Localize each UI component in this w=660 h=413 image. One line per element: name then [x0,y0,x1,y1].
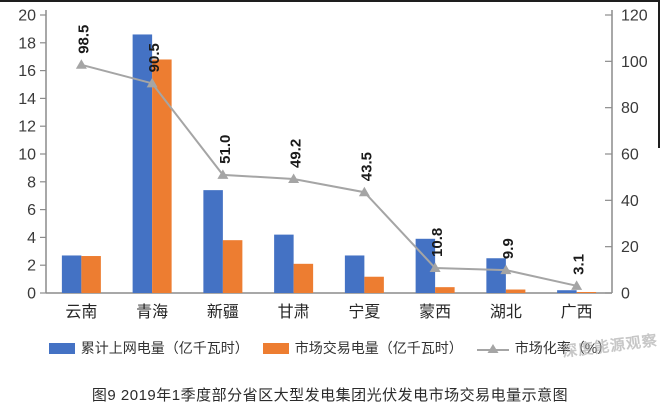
bar-cumulative-grid-power [557,290,577,293]
bar-cumulative-grid-power [486,258,506,293]
left-axis-tick-label: 4 [27,230,36,247]
rate-data-label: 51.0 [217,135,234,164]
line-triangle-marker [288,173,300,184]
bar-market-traded-power [505,289,526,293]
right-axis-tick-label: 40 [621,193,639,210]
left-axis-tick-label: 8 [27,174,36,191]
bar-market-traded-power [222,240,243,293]
left-axis-tick-label: 16 [18,63,36,80]
chart-legend: 累计上网电量（亿千瓦时） 市场交易电量（亿千瓦时） 市场化率（%） [0,338,660,358]
left-axis-tick-label: 20 [18,8,36,25]
line-triangle-marker [217,169,229,179]
category-label: 广西 [561,303,593,321]
category-label: 宁夏 [348,303,380,321]
frame-edge-right [658,2,660,148]
left-axis-tick-label: 12 [18,119,36,136]
bar-cumulative-grid-power [132,34,153,294]
legend-item-market-traded-power: 市场交易电量（亿千瓦时） [262,338,463,358]
bar-market-traded-power [364,276,384,293]
bar-market-traded-power [576,292,597,293]
legend-item-cumulative-grid-power: 累计上网电量（亿千瓦时） [48,338,249,358]
rate-data-label: 43.5 [358,152,375,181]
left-axis-tick-label: 6 [27,202,36,219]
right-axis-tick-label: 100 [621,54,648,71]
category-label: 新疆 [207,303,239,321]
category-label: 蒙西 [419,303,451,321]
left-axis-tick-label: 10 [18,147,36,164]
rate-data-label: 98.5 [75,25,92,54]
rate-data-label: 90.5 [146,43,163,72]
rate-data-label: 9.9 [500,238,517,259]
category-label: 湖北 [490,303,522,321]
figure-caption: 图9 2019年1季度部分省区大型发电集团光伏发电市场交易电量示意图 [91,387,569,404]
bar-cumulative-grid-power [203,190,223,293]
bar-market-traded-power [435,287,455,293]
legend-swatch-orange-bar [262,342,289,354]
legend-label-marketization-rate: 市场化率（%） [514,340,612,356]
right-axis-tick-label: 120 [621,8,648,25]
legend-label-market-traded-power: 市场交易电量（亿千瓦时） [294,340,463,356]
rate-data-label: 3.1 [571,254,588,275]
line-triangle-marker [500,264,512,275]
legend-swatch-blue-bar [48,342,75,354]
left-axis-tick-label: 18 [18,35,36,52]
line-triangle-marker [75,59,87,69]
line-triangle-marker [358,186,370,197]
legend-label-cumulative-grid-power: 累计上网电量（亿千瓦时） [80,340,249,356]
combo-chart: 0 2 4 6 8 10 12 14 16 18 20 0 20 40 60 80 100 120 98.5 90.5… [18,8,648,322]
bar-cumulative-grid-power [274,234,294,293]
marketization-rate-line [81,63,577,287]
bar-market-traded-power [81,256,101,293]
line-triangle-marker [429,262,441,272]
right-axis-tick-label: 0 [621,286,630,303]
line-triangle-marker [571,280,583,290]
legend-item-marketization-rate: 市场化率（%） [476,338,612,358]
bar-cumulative-grid-power [344,255,365,293]
bar-cumulative-grid-power [61,255,82,293]
right-axis-tick-label: 60 [621,147,639,164]
category-label: 青海 [136,303,168,321]
legend-line-triangle-marker-icon [476,342,509,354]
left-axis-tick-label: 14 [18,91,36,108]
right-axis-tick-label: 20 [621,239,639,256]
category-label: 云南 [65,303,97,321]
right-axis-tick-label: 80 [621,100,639,117]
left-axis-tick-label: 2 [27,258,36,275]
rate-data-label: 10.8 [429,228,446,257]
bar-market-traded-power [152,59,172,294]
left-axis-tick-label: 0 [27,286,36,303]
category-label: 甘肃 [278,303,310,321]
rate-data-label: 49.2 [288,139,305,168]
line-triangle-marker [146,77,158,88]
bar-market-traded-power [293,263,314,293]
